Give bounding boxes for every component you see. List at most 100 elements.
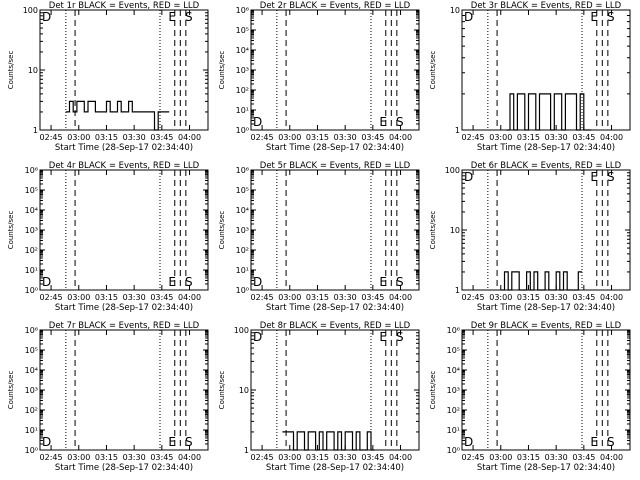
marker-d: D [42, 275, 51, 289]
x-tick-label: 03:30 [545, 133, 568, 142]
x-axis-label: Start Time (28-Sep-17 02:34:40) [266, 303, 404, 313]
y-tick-label: 10⁵ [25, 186, 38, 195]
x-tick-label: 04:00 [600, 453, 623, 462]
x-tick-label: 04:00 [389, 453, 412, 462]
y-tick-label: 10² [447, 406, 460, 415]
y-tick-label: 10⁶ [236, 6, 249, 15]
y-tick-label: 10⁰ [236, 126, 249, 135]
marker-d: D [42, 10, 51, 24]
marker-e: E [168, 10, 176, 24]
x-tick-label: 02:45 [251, 293, 274, 302]
x-tick-label: 03:45 [150, 293, 173, 302]
x-tick-label: 03:00 [278, 133, 301, 142]
detector-panel: Det 8r BLACK = Events, RED = LLD 1 10 100 02… [218, 321, 420, 473]
x-tick-label: 03:15 [306, 133, 329, 142]
y-tick-label: 10¹ [25, 426, 38, 435]
events-series-line [282, 431, 375, 451]
detector-panel: Det 3r BLACK = Events, RED = LLD 1 10 02:45… [429, 1, 631, 153]
x-tick-label: 03:15 [517, 293, 540, 302]
marker-e: E [590, 435, 598, 449]
y-tick-label: 10¹ [447, 426, 460, 435]
x-tick-label: 03:30 [334, 293, 357, 302]
y-axis-label: Counts/sec [7, 371, 15, 410]
y-axis-label: Counts/sec [429, 211, 437, 250]
x-tick-label: 03:00 [67, 453, 90, 462]
panel-title: Det 3r BLACK = Events, RED = LLD [471, 1, 622, 11]
y-tick-label: 1 [455, 286, 460, 295]
x-axis-label: Start Time (28-Sep-17 02:34:40) [477, 143, 615, 153]
marker-d: D [464, 435, 473, 449]
panel-title: Det 8r BLACK = Events, RED = LLD [260, 321, 411, 331]
x-axis-label: Start Time (28-Sep-17 02:34:40) [266, 143, 404, 153]
detector-panel: Det 1r BLACK = Events, RED = LLD 1 10 100 02… [7, 1, 209, 153]
detector-panel: Det 7r BLACK = Events, RED = LLD 10⁰ 10¹ 10… [7, 321, 209, 473]
y-axis-label: Counts/sec [218, 371, 226, 410]
y-tick-label: 10³ [236, 66, 249, 75]
x-axis-label: Start Time (28-Sep-17 02:34:40) [55, 143, 193, 153]
marker-e: E [379, 330, 387, 344]
x-tick-label: 02:45 [462, 293, 485, 302]
y-axis-label: Counts/sec [218, 211, 226, 250]
detector-panel: Det 9r BLACK = Events, RED = LLD 10⁰ 10¹ 10… [429, 321, 631, 473]
marker-s: S [607, 10, 615, 24]
y-tick-label: 10³ [25, 226, 38, 235]
x-tick-label: 03:45 [572, 133, 595, 142]
x-tick-label: 03:15 [306, 293, 329, 302]
x-tick-label: 02:45 [251, 453, 274, 462]
y-tick-label: 10³ [447, 386, 460, 395]
x-tick-label: 02:45 [40, 453, 63, 462]
marker-d: D [464, 10, 473, 24]
x-tick-label: 02:45 [462, 453, 485, 462]
y-tick-label: 10¹ [236, 106, 249, 115]
events-series-line [506, 93, 592, 131]
marker-s: S [396, 330, 404, 344]
detector-panel: Det 6r BLACK = Events, RED = LLD 1 10 100 02… [429, 161, 631, 313]
y-tick-label: 10⁶ [447, 326, 460, 335]
x-tick-label: 04:00 [389, 293, 412, 302]
y-tick-label: 10⁰ [25, 286, 38, 295]
x-axis-label: Start Time (28-Sep-17 02:34:40) [266, 463, 404, 473]
events-series-line [500, 271, 582, 291]
y-tick-label: 10¹ [25, 266, 38, 275]
marker-s: S [185, 275, 193, 289]
x-tick-label: 03:30 [123, 453, 146, 462]
y-tick-label: 10⁵ [447, 346, 460, 355]
plot-frame [39, 169, 209, 291]
x-tick-label: 02:45 [40, 133, 63, 142]
marker-s: S [396, 115, 404, 129]
y-tick-label: 1 [455, 126, 460, 135]
panel-title: Det 6r BLACK = Events, RED = LLD [471, 161, 622, 171]
x-tick-label: 03:30 [334, 453, 357, 462]
x-axis-label: Start Time (28-Sep-17 02:34:40) [55, 303, 193, 313]
marker-e: E [590, 170, 598, 184]
y-tick-label: 10⁴ [447, 366, 460, 375]
y-tick-label: 10² [25, 246, 38, 255]
x-axis-label: Start Time (28-Sep-17 02:34:40) [477, 463, 615, 473]
x-axis-label: Start Time (28-Sep-17 02:34:40) [55, 463, 193, 473]
panel-title: Det 5r BLACK = Events, RED = LLD [260, 161, 411, 171]
y-tick-label: 1 [244, 446, 249, 455]
x-tick-label: 03:15 [306, 453, 329, 462]
y-tick-label: 10¹ [236, 266, 249, 275]
y-tick-label: 10³ [236, 226, 249, 235]
y-tick-label: 10⁶ [236, 166, 249, 175]
x-tick-label: 04:00 [178, 133, 201, 142]
y-axis-label: Counts/sec [7, 211, 15, 250]
y-tick-label: 100 [23, 6, 38, 15]
y-tick-label: 10⁵ [236, 186, 249, 195]
y-tick-label: 10⁵ [236, 26, 249, 35]
marker-d: D [42, 435, 51, 449]
plot-frame [461, 9, 631, 131]
x-tick-label: 03:00 [489, 293, 512, 302]
marker-d: D [464, 170, 473, 184]
x-tick-label: 04:00 [178, 293, 201, 302]
plot-frame [39, 329, 209, 451]
y-tick-label: 10⁶ [25, 326, 38, 335]
x-tick-label: 04:00 [389, 133, 412, 142]
x-tick-label: 02:45 [40, 293, 63, 302]
marker-e: E [379, 275, 387, 289]
marker-s: S [185, 10, 193, 24]
plot-frame [250, 169, 420, 291]
x-tick-label: 03:00 [278, 293, 301, 302]
